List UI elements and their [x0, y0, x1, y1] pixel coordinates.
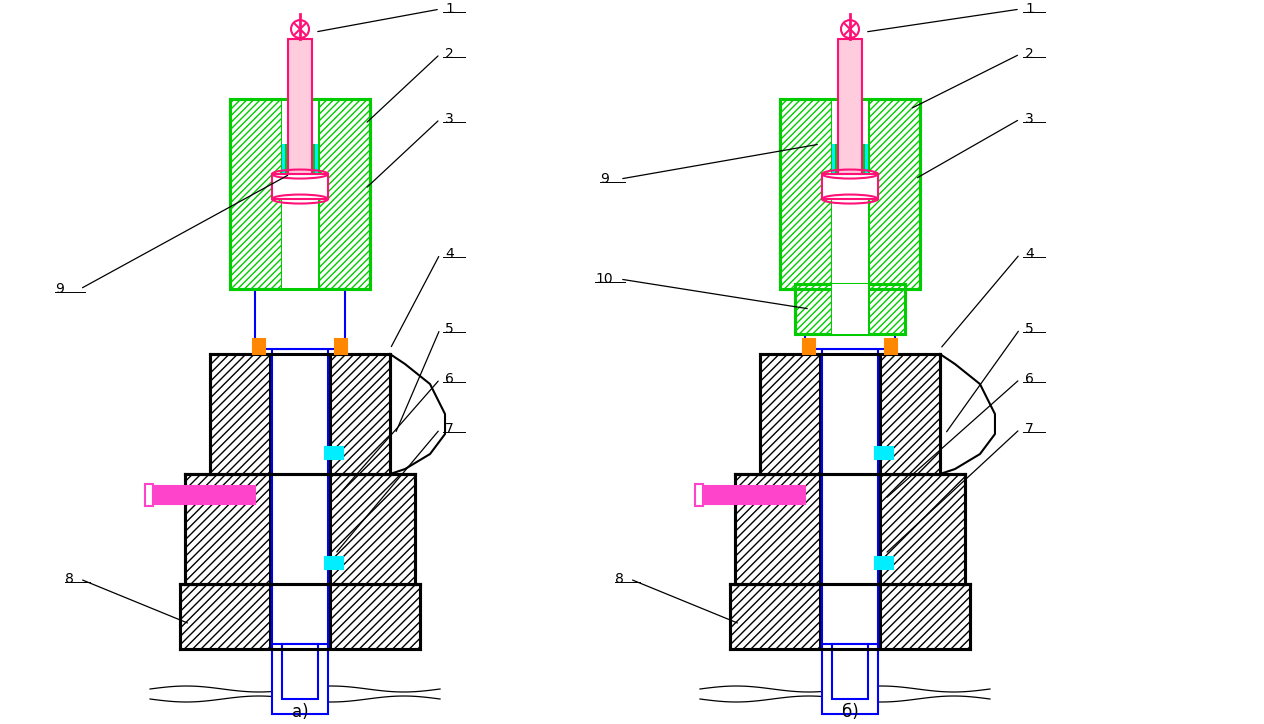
- Bar: [822, 174, 878, 199]
- Text: 2: 2: [1025, 47, 1034, 61]
- Text: 7: 7: [1025, 422, 1034, 436]
- Bar: [230, 99, 370, 289]
- Bar: [880, 354, 940, 474]
- Text: 9: 9: [56, 282, 64, 296]
- Bar: [289, 249, 310, 649]
- Text: 1: 1: [445, 2, 454, 16]
- Text: 4: 4: [445, 247, 454, 261]
- Bar: [185, 474, 270, 584]
- Bar: [731, 584, 820, 649]
- Text: 5: 5: [1025, 322, 1034, 336]
- Bar: [832, 284, 868, 334]
- Bar: [272, 349, 329, 649]
- Bar: [325, 557, 343, 569]
- Bar: [255, 289, 345, 349]
- Bar: [145, 484, 153, 506]
- Bar: [760, 354, 820, 474]
- Bar: [150, 486, 255, 504]
- Bar: [880, 584, 969, 649]
- Text: 7: 7: [445, 422, 454, 436]
- Text: 3: 3: [445, 112, 454, 126]
- Bar: [330, 354, 391, 474]
- Text: 6: 6: [1025, 372, 1034, 386]
- Bar: [253, 339, 265, 354]
- Bar: [734, 474, 820, 584]
- Bar: [832, 644, 868, 699]
- Text: 1: 1: [1025, 2, 1034, 16]
- Bar: [860, 144, 865, 179]
- Bar: [822, 644, 878, 714]
- Text: 8: 8: [616, 572, 624, 586]
- Bar: [805, 289, 895, 349]
- Bar: [330, 474, 415, 584]
- Bar: [795, 284, 832, 334]
- Bar: [822, 349, 878, 649]
- Bar: [272, 174, 329, 199]
- Bar: [325, 447, 343, 459]
- Text: 4: 4: [1025, 247, 1034, 261]
- Text: 8: 8: [64, 572, 73, 586]
- Text: 5: 5: [445, 322, 454, 336]
- Bar: [795, 284, 905, 334]
- Bar: [695, 484, 703, 506]
- Bar: [319, 99, 370, 289]
- Bar: [210, 354, 270, 474]
- Bar: [836, 144, 841, 179]
- Text: 10: 10: [595, 272, 613, 286]
- Bar: [875, 557, 892, 569]
- Text: 6: 6: [445, 372, 454, 386]
- Text: 9: 9: [600, 172, 609, 186]
- Bar: [286, 144, 289, 179]
- Bar: [832, 144, 868, 179]
- Bar: [330, 584, 420, 649]
- Bar: [780, 99, 832, 289]
- Bar: [335, 339, 348, 354]
- Bar: [885, 339, 897, 354]
- Bar: [310, 144, 315, 179]
- Bar: [832, 99, 868, 289]
- Bar: [282, 99, 319, 289]
- Bar: [868, 99, 920, 289]
- Bar: [700, 486, 805, 504]
- Bar: [880, 474, 964, 584]
- Bar: [838, 39, 862, 174]
- Bar: [803, 339, 815, 354]
- Bar: [780, 99, 920, 289]
- Text: 3: 3: [1025, 112, 1034, 126]
- Bar: [868, 284, 905, 334]
- Text: б): б): [842, 703, 858, 721]
- Bar: [230, 99, 282, 289]
- Bar: [282, 644, 319, 699]
- Bar: [288, 39, 312, 174]
- Bar: [272, 644, 329, 714]
- Bar: [841, 249, 860, 649]
- Bar: [179, 584, 270, 649]
- Bar: [875, 447, 892, 459]
- Text: 2: 2: [445, 47, 454, 61]
- Bar: [282, 144, 319, 179]
- Text: а): а): [292, 703, 308, 721]
